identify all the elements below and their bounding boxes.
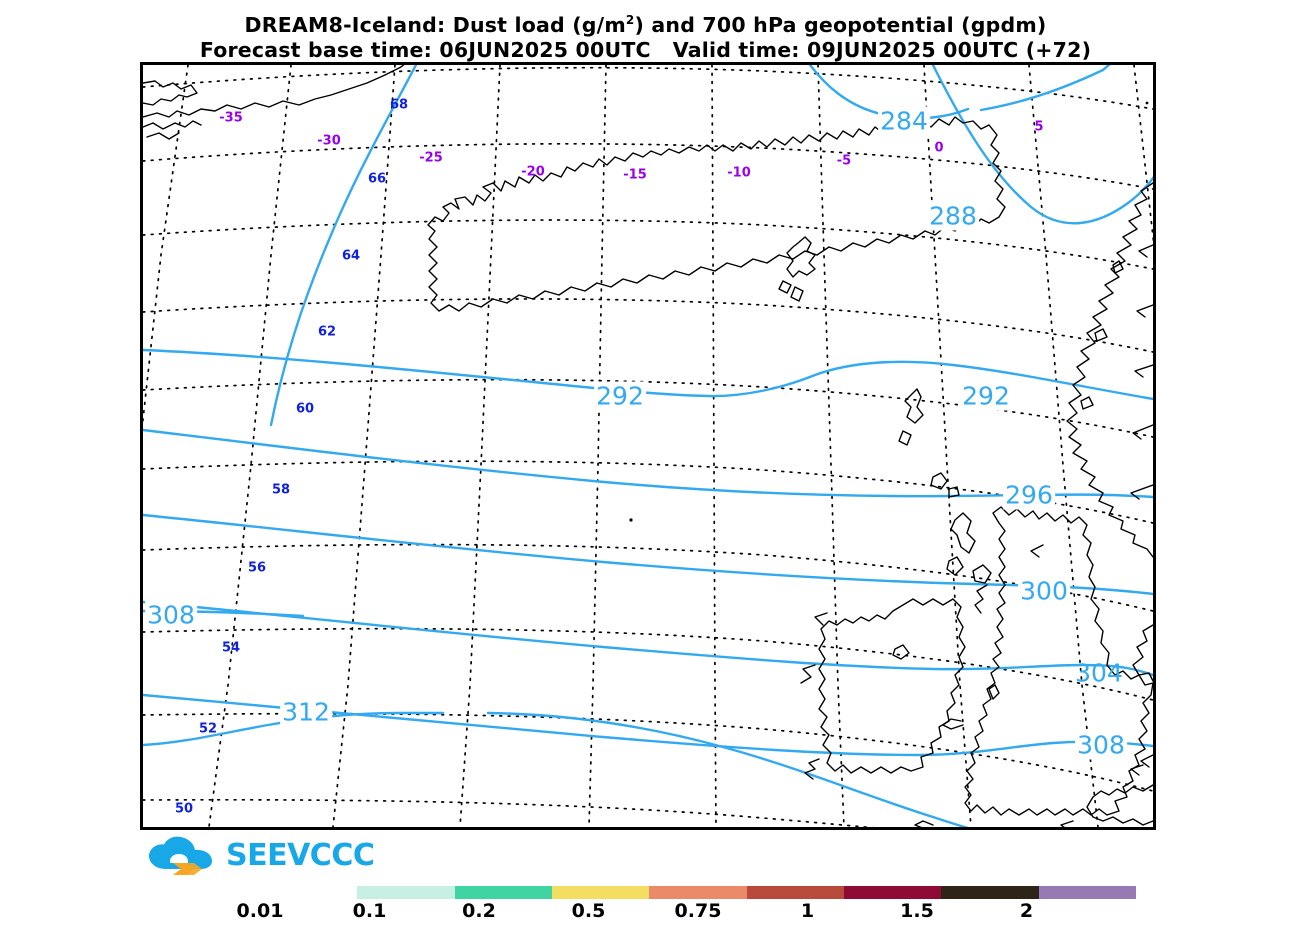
contour-308-west	[143, 609, 305, 618]
colorbar-segment	[649, 886, 747, 899]
coastline-scotland-firth	[1030, 544, 1044, 558]
coastline-norway-islands	[1112, 260, 1124, 274]
map-plot-area: .coast { fill:none; stroke:#000000; stro…	[140, 62, 1156, 830]
contour-west-arc	[269, 65, 418, 427]
coastline-iceland	[427, 116, 1006, 312]
coastline-wales-peninsula	[942, 718, 964, 730]
coastline-orkney	[930, 472, 948, 490]
coastline-brittany	[1060, 820, 1074, 827]
colorbar-tick-labels: 0.01 0.1 0.2 0.5 0.75 1 1.5 2	[237, 899, 1136, 922]
cloud-icon	[146, 835, 220, 877]
coastline-shetland	[904, 388, 924, 424]
logo-text: SEEVCCC	[226, 838, 375, 873]
coastline-greenland	[143, 80, 198, 106]
coastline-cornwall	[914, 820, 934, 827]
chart-title-block: DREAM8-Iceland: Dust load (g/m2) and 700…	[0, 8, 1291, 63]
coastline-isle-of-man	[988, 684, 1000, 700]
coastline-faroe-small	[778, 280, 792, 294]
coastlines	[143, 65, 1153, 827]
coastline-france-north	[1086, 784, 1153, 826]
coastline-ireland	[818, 598, 966, 774]
contour-292	[143, 348, 1153, 401]
contour-288	[931, 65, 1153, 225]
colorbar-segment	[746, 886, 844, 899]
title-line-1-post: ) and 700 hPa geopotential (gpdm)	[634, 12, 1047, 37]
contour-304	[143, 600, 1153, 677]
colorbar-segment	[357, 886, 455, 899]
contour-284	[808, 65, 970, 120]
colorbar-tick: 1.5	[900, 900, 934, 922]
coastline-outer-hebrides	[950, 512, 976, 554]
colorbar-segment	[551, 886, 650, 899]
seevccc-logo: SEEVCCC	[146, 834, 376, 878]
coastline-ireland-sw	[804, 758, 820, 780]
contour-308	[143, 693, 1153, 757]
title-line-1-superscript: 2	[625, 13, 635, 27]
coastline-thames	[1130, 764, 1144, 776]
coastline-orkney-2	[948, 486, 960, 498]
colorbar-tick: 1	[800, 900, 815, 922]
coastline-faroe-islands	[786, 236, 816, 278]
contour-284-east	[979, 65, 1111, 112]
coastline-norway-fjord-1	[1138, 244, 1153, 258]
coastline-norway-islands-3	[1080, 396, 1094, 410]
coastline-ireland-w	[800, 664, 816, 684]
colorbar: 0.01 0.1 0.2 0.5 0.75 1 1.5 2	[237, 886, 1136, 922]
colorbar-tick: 0.01	[236, 900, 284, 922]
colorbar-tick: 0.5	[571, 900, 606, 922]
coastline-ireland-nw	[814, 612, 828, 626]
map-stray-dots	[629, 101, 1149, 522]
coastline-norway-fjord-5	[1130, 484, 1153, 500]
coastline-greenland-south	[143, 65, 405, 118]
coastline-greenland-fjord	[146, 132, 180, 140]
coastline-norway-fjord-2	[1136, 304, 1153, 318]
colorbar-segments	[260, 886, 1136, 899]
colorbar-segment	[941, 886, 1039, 899]
coastline-skye	[972, 564, 992, 584]
colorbar-tick: 0.2	[462, 900, 496, 922]
coastline-norway-fjord-3	[1134, 364, 1153, 378]
coastline-faroe-south	[790, 286, 804, 302]
coastline-ireland-lough	[892, 644, 910, 660]
colorbar-segment	[454, 886, 552, 899]
colorbar-tick: 0.1	[352, 900, 387, 922]
title-line-1-pre: DREAM8-Iceland: Dust load (g/m	[244, 12, 626, 37]
coastline-shetland-s	[898, 430, 912, 446]
coastline-scotland-west	[974, 584, 988, 614]
coastline-norway-islands-2	[1094, 328, 1108, 342]
coastline-continental-europe	[1132, 624, 1153, 682]
colorbar-segment	[1038, 886, 1136, 899]
colorbar-segment	[260, 886, 358, 899]
meridian-grid-lines	[143, 65, 1153, 827]
colorbar-tick: 0.75	[674, 900, 722, 922]
coastline-france-channel	[1140, 754, 1153, 768]
contour-312	[143, 711, 445, 747]
title-line-2: Forecast base time: 06JUN2025 00UTC Vali…	[199, 37, 1092, 62]
contour-312-east	[486, 711, 969, 827]
cloud-with-arrow-icon	[149, 836, 212, 875]
coastline-norway	[1066, 182, 1153, 558]
title-line-1: DREAM8-Iceland: Dust load (g/m2) and 700…	[0, 8, 1291, 38]
coastline-outer-hebrides-2	[946, 556, 964, 576]
colorbar-segment	[843, 886, 942, 899]
map-svg: .coast { fill:none; stroke:#000000; stro…	[143, 65, 1153, 827]
geopotential-contour-lines	[143, 65, 1153, 827]
coastline-great-britain	[964, 506, 1153, 816]
coastline-norway-fjord-4	[1132, 424, 1153, 440]
coastline-greenland-inner	[143, 120, 202, 130]
colorbar-tick: 2	[1019, 900, 1034, 922]
